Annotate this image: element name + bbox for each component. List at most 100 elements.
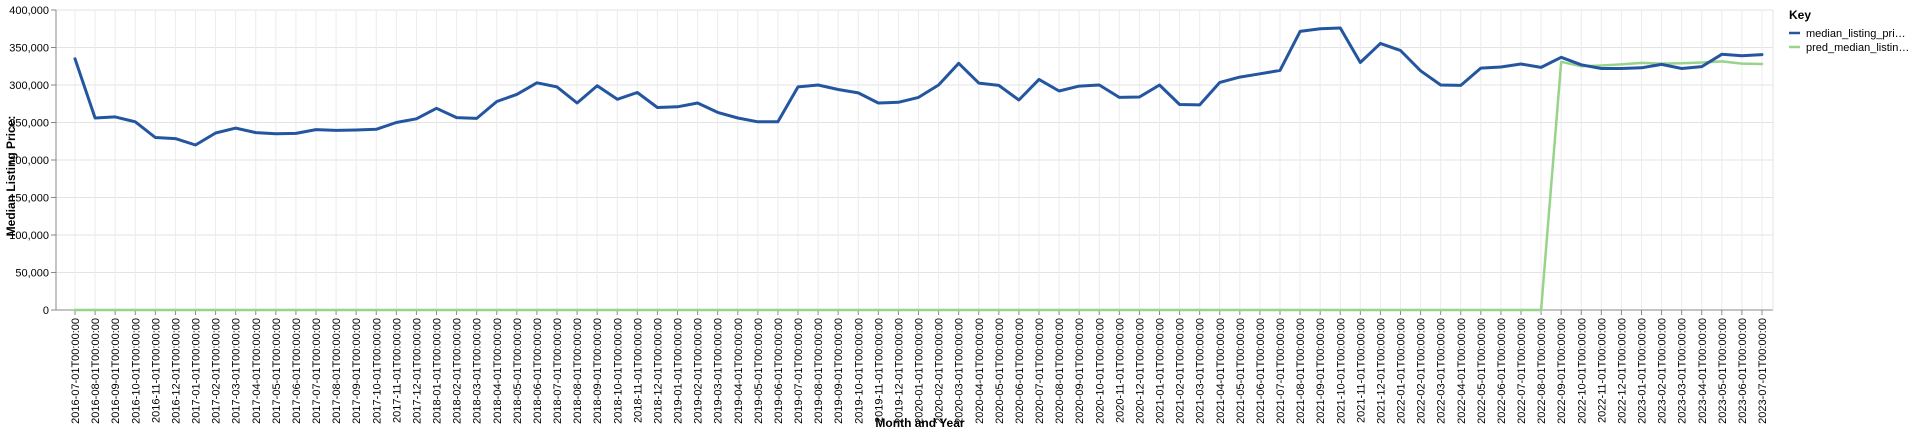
x-tick-label: 2022-01-01T00:00:00 (1396, 318, 1408, 424)
x-tick-label: 2022-10-01T00:00:00 (1576, 318, 1588, 424)
x-tick-label: 2017-11-01T00:00:00 (391, 318, 403, 423)
x-tick-label: 2020-01-01T00:00:00 (914, 318, 926, 424)
x-tick-label: 2018-06-01T00:00:00 (532, 318, 544, 424)
x-tick-label: 2017-06-01T00:00:00 (291, 318, 303, 424)
x-tick-label: 2018-12-01T00:00:00 (652, 318, 664, 424)
x-tick-label: 2022-05-01T00:00:00 (1476, 318, 1488, 424)
x-tick-label: 2020-08-01T00:00:00 (1054, 318, 1066, 424)
x-tick-label: 2019-12-01T00:00:00 (893, 318, 905, 424)
x-tick-label: 2017-02-01T00:00:00 (211, 318, 223, 424)
y-tick-label: 200,000 (9, 155, 49, 167)
x-tick-label: 2023-07-01T00:00:00 (1757, 318, 1769, 424)
x-tick-label: 2022-02-01T00:00:00 (1416, 318, 1428, 424)
x-tick-label: 2020-10-01T00:00:00 (1094, 318, 1106, 424)
y-axis-title: Median Listing Price: (4, 116, 18, 237)
x-tick-label: 2018-03-01T00:00:00 (472, 318, 484, 424)
x-tick-label: 2021-05-01T00:00:00 (1235, 318, 1247, 424)
x-tick-label: 2018-02-01T00:00:00 (452, 318, 464, 424)
x-tick-label: 2022-08-01T00:00:00 (1536, 318, 1548, 424)
x-tick-label: 2019-05-01T00:00:00 (753, 318, 765, 424)
x-tick-label: 2017-01-01T00:00:00 (191, 318, 203, 424)
x-axis-ticks: 2016-07-01T00:00:00 2016-08-01T00:00:00 20… (70, 310, 1769, 424)
x-tick-label: 2020-06-01T00:00:00 (1014, 318, 1026, 424)
x-tick-label: 2022-09-01T00:00:00 (1556, 318, 1568, 424)
y-tick-label: 300,000 (9, 80, 49, 92)
x-tick-label: 2023-03-01T00:00:00 (1677, 318, 1689, 424)
x-tick-label: 2020-04-01T00:00:00 (974, 318, 986, 424)
x-tick-label: 2021-12-01T00:00:00 (1375, 318, 1387, 424)
x-tick-label: 2020-05-01T00:00:00 (994, 318, 1006, 424)
x-tick-label: 2016-07-01T00:00:00 (70, 318, 82, 424)
x-tick-label: 2020-03-01T00:00:00 (954, 318, 966, 424)
x-tick-label: 2021-09-01T00:00:00 (1315, 318, 1327, 424)
x-tick-label: 2021-08-01T00:00:00 (1295, 318, 1307, 424)
x-tick-label: 2017-03-01T00:00:00 (231, 318, 243, 424)
x-tick-label: 2023-01-01T00:00:00 (1637, 318, 1649, 424)
x-tick-label: 2021-06-01T00:00:00 (1255, 318, 1267, 424)
x-tick-label: 2022-07-01T00:00:00 (1516, 318, 1528, 424)
y-tick-label: 50,000 (15, 268, 49, 280)
x-tick-label: 2020-07-01T00:00:00 (1034, 318, 1046, 424)
legend: Key median_listing_pri… pred_median_listi… (1789, 8, 1909, 54)
x-axis-title: Month and Year (875, 416, 964, 430)
x-tick-label: 2018-08-01T00:00:00 (572, 318, 584, 424)
x-tick-label: 2023-06-01T00:00:00 (1737, 318, 1749, 424)
x-tick-label: 2020-11-01T00:00:00 (1114, 318, 1126, 423)
series-line-pred-median-listing-price (73, 60, 1764, 312)
x-tick-label: 2017-05-01T00:00:00 (271, 318, 283, 424)
x-tick-label: 2018-01-01T00:00:00 (432, 318, 444, 424)
y-tick-label: 0 (43, 305, 49, 317)
y-axis-ticks: 0 50,000 100,000 150,000 200,000 250,000 300,0… (9, 5, 56, 317)
y-tick-label: 350,000 (9, 43, 49, 55)
x-tick-label: 2018-09-01T00:00:00 (592, 318, 604, 424)
legend-label: median_listing_pri… (1806, 28, 1906, 40)
y-tick-label: 150,000 (9, 193, 49, 205)
x-tick-label: 2019-08-01T00:00:00 (813, 318, 825, 424)
x-tick-label: 2023-02-01T00:00:00 (1657, 318, 1669, 424)
x-tick-label: 2016-10-01T00:00:00 (130, 318, 142, 424)
x-tick-label: 2018-10-01T00:00:00 (612, 318, 624, 424)
x-tick-label: 2020-02-01T00:00:00 (934, 318, 946, 424)
x-tick-label: 2019-10-01T00:00:00 (853, 318, 865, 424)
y-tick-label: 400,000 (9, 5, 49, 17)
x-tick-label: 2019-01-01T00:00:00 (673, 318, 685, 424)
x-tick-label: 2022-03-01T00:00:00 (1436, 318, 1448, 424)
x-tick-label: 2017-10-01T00:00:00 (371, 318, 383, 424)
x-tick-label: 2019-09-01T00:00:00 (833, 318, 845, 424)
x-tick-label: 2019-03-01T00:00:00 (713, 318, 725, 424)
series-lines (73, 26, 1764, 312)
x-tick-label: 2022-04-01T00:00:00 (1456, 318, 1468, 424)
x-tick-label: 2020-12-01T00:00:00 (1134, 318, 1146, 424)
x-tick-label: 2019-04-01T00:00:00 (733, 318, 745, 424)
series-line-median-listing-price (73, 26, 1764, 147)
x-tick-label: 2018-04-01T00:00:00 (492, 318, 504, 424)
x-tick-label: 2020-09-01T00:00:00 (1074, 318, 1086, 424)
x-tick-label: 2016-08-01T00:00:00 (90, 318, 102, 424)
x-tick-label: 2018-07-01T00:00:00 (552, 318, 564, 424)
y-tick-label: 100,000 (9, 230, 49, 242)
x-tick-label: 2018-11-01T00:00:00 (632, 318, 644, 423)
y-tick-label: 250,000 (9, 118, 49, 130)
x-tick-label: 2016-09-01T00:00:00 (110, 318, 122, 424)
x-tick-label: 2017-07-01T00:00:00 (311, 318, 323, 424)
x-tick-label: 2017-04-01T00:00:00 (251, 318, 263, 424)
x-tick-label: 2021-03-01T00:00:00 (1195, 318, 1207, 424)
x-tick-label: 2023-05-01T00:00:00 (1717, 318, 1729, 424)
x-tick-label: 2022-06-01T00:00:00 (1496, 318, 1508, 424)
x-tick-label: 2019-06-01T00:00:00 (773, 318, 785, 424)
x-tick-label: 2021-01-01T00:00:00 (1155, 318, 1167, 424)
x-tick-label: 2021-10-01T00:00:00 (1335, 318, 1347, 424)
x-tick-label: 2018-05-01T00:00:00 (512, 318, 524, 424)
x-tick-label: 2021-02-01T00:00:00 (1175, 318, 1187, 424)
x-tick-label: 2017-12-01T00:00:00 (411, 318, 423, 424)
x-tick-label: 2016-11-01T00:00:00 (150, 318, 162, 423)
x-tick-label: 2021-11-01T00:00:00 (1355, 318, 1367, 423)
x-tick-label: 2019-11-01T00:00:00 (873, 318, 885, 423)
legend-label: pred_median_listin… (1806, 42, 1909, 54)
x-tick-label: 2022-11-01T00:00:00 (1596, 318, 1608, 423)
x-tick-label: 2022-12-01T00:00:00 (1616, 318, 1628, 424)
x-tick-label: 2021-04-01T00:00:00 (1215, 318, 1227, 424)
x-tick-label: 2023-04-01T00:00:00 (1697, 318, 1709, 424)
x-tick-label: 2017-08-01T00:00:00 (331, 318, 343, 424)
x-tick-label: 2019-07-01T00:00:00 (793, 318, 805, 424)
